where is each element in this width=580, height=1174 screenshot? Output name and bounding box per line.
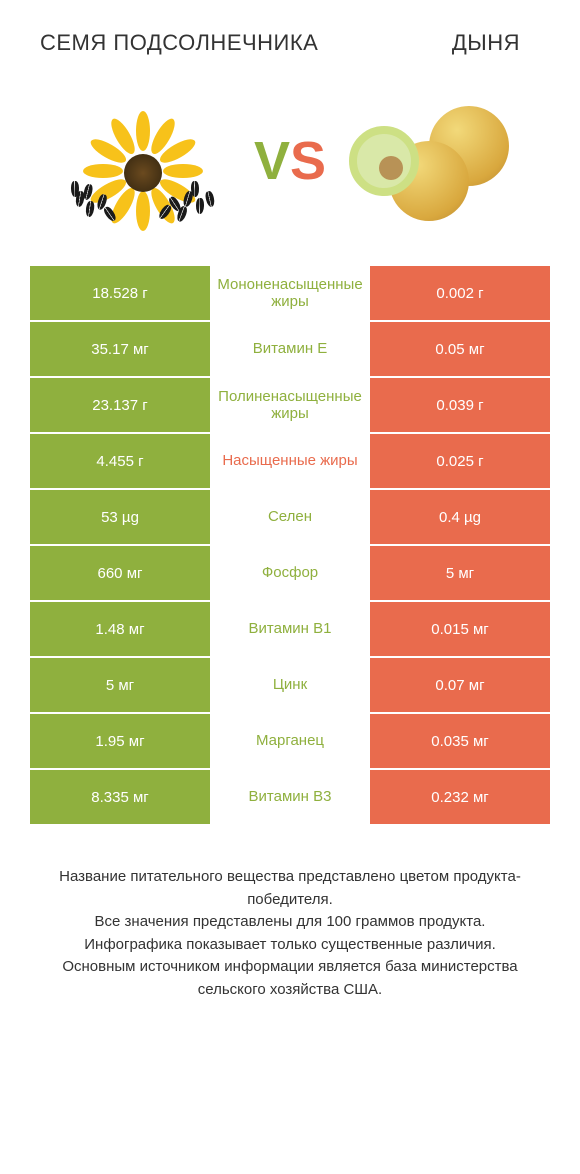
nutrient-name: Марганец: [210, 714, 370, 768]
left-value: 4.455 г: [30, 434, 210, 488]
right-value: 0.07 мг: [370, 658, 550, 712]
table-row: 35.17 мгВитамин E0.05 мг: [30, 322, 550, 376]
left-value: 5 мг: [30, 658, 210, 712]
footer-line: Инфографика показывает только существенн…: [30, 934, 550, 957]
sunflower-icon: [66, 96, 236, 226]
nutrient-name: Цинк: [210, 658, 370, 712]
right-value: 0.025 г: [370, 434, 550, 488]
right-value: 5 мг: [370, 546, 550, 600]
nutrient-name: Витамин B1: [210, 602, 370, 656]
footer-line: Название питательного вещества представл…: [30, 866, 550, 911]
right-product-title: Дыня: [452, 30, 520, 56]
left-value: 18.528 г: [30, 266, 210, 320]
right-value: 0.015 мг: [370, 602, 550, 656]
left-value: 53 µg: [30, 490, 210, 544]
footer-notes: Название питательного вещества представл…: [0, 826, 580, 1001]
left-value: 1.48 мг: [30, 602, 210, 656]
melon-icon: [344, 96, 514, 226]
left-value: 8.335 мг: [30, 770, 210, 824]
left-value: 660 мг: [30, 546, 210, 600]
table-row: 5 мгЦинк0.07 мг: [30, 658, 550, 712]
right-value: 0.002 г: [370, 266, 550, 320]
vs-s: S: [290, 131, 326, 191]
table-row: 23.137 гПолиненасыщенные жиры0.039 г: [30, 378, 550, 432]
table-row: 1.48 мгВитамин B10.015 мг: [30, 602, 550, 656]
nutrient-name: Витамин E: [210, 322, 370, 376]
right-product-image: [344, 96, 514, 226]
left-product-title: Семя подсолнечника: [40, 30, 318, 56]
footer-line: Все значения представлены для 100 граммо…: [30, 911, 550, 934]
left-value: 35.17 мг: [30, 322, 210, 376]
nutrient-name: Фосфор: [210, 546, 370, 600]
table-row: 53 µgСелен0.4 µg: [30, 490, 550, 544]
vs-v: V: [254, 131, 290, 191]
vs-row: VS: [0, 66, 580, 266]
right-value: 0.05 мг: [370, 322, 550, 376]
table-row: 8.335 мгВитамин B30.232 мг: [30, 770, 550, 824]
right-value: 0.4 µg: [370, 490, 550, 544]
table-row: 1.95 мгМарганец0.035 мг: [30, 714, 550, 768]
left-product-image: [66, 96, 236, 226]
right-value: 0.232 мг: [370, 770, 550, 824]
table-row: 18.528 гМононенасыщенные жиры0.002 г: [30, 266, 550, 320]
table-row: 4.455 гНасыщенные жиры0.025 г: [30, 434, 550, 488]
nutrient-name: Мононенасыщенные жиры: [210, 266, 370, 320]
left-value: 1.95 мг: [30, 714, 210, 768]
nutrient-name: Насыщенные жиры: [210, 434, 370, 488]
nutrient-name: Селен: [210, 490, 370, 544]
left-value: 23.137 г: [30, 378, 210, 432]
right-value: 0.039 г: [370, 378, 550, 432]
footer-line: Основным источником информации является …: [30, 956, 550, 1001]
nutrient-name: Полиненасыщенные жиры: [210, 378, 370, 432]
comparison-table: 18.528 гМононенасыщенные жиры0.002 г35.1…: [0, 266, 580, 824]
table-row: 660 мгФосфор5 мг: [30, 546, 550, 600]
vs-label: VS: [254, 130, 326, 192]
right-value: 0.035 мг: [370, 714, 550, 768]
nutrient-name: Витамин B3: [210, 770, 370, 824]
